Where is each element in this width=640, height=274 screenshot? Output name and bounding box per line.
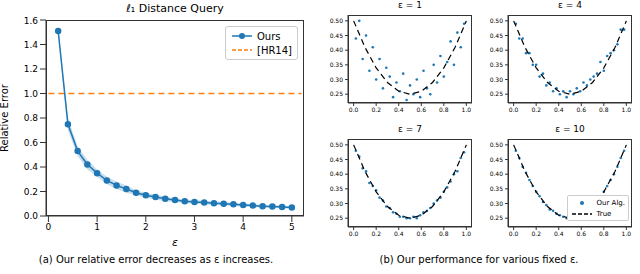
svg-text:0.45: 0.45 xyxy=(490,32,504,39)
svg-text:0.8: 0.8 xyxy=(439,230,449,237)
svg-text:0.35: 0.35 xyxy=(490,185,504,192)
svg-text:0.40: 0.40 xyxy=(330,170,344,177)
svg-text:0.0: 0.0 xyxy=(24,211,39,221)
svg-text:0.35: 0.35 xyxy=(330,185,344,192)
svg-text:2: 2 xyxy=(143,222,149,232)
svg-text:1.0: 1.0 xyxy=(462,230,472,237)
svg-text:0.4: 0.4 xyxy=(394,230,404,237)
html-text:(b) Our performance for variou: (b) Our performance for various fixed ε. xyxy=(379,254,579,265)
svg-text:3: 3 xyxy=(192,222,198,232)
svg-text:0.25: 0.25 xyxy=(490,90,504,97)
svg-text:0.25: 0.25 xyxy=(330,90,344,97)
svg-text:0.30: 0.30 xyxy=(490,76,504,83)
svg-text:Relative Error: Relative Error xyxy=(8,83,10,152)
svg-text:0.0: 0.0 xyxy=(509,106,519,113)
svg-text:0.40: 0.40 xyxy=(330,46,344,53)
html-text:ℓ₁ Distance Query: ℓ₁ Distance Query xyxy=(126,2,224,15)
svg-text:0.35: 0.35 xyxy=(490,61,504,68)
svg-text:0.6: 0.6 xyxy=(24,138,39,148)
svg-text:0.8: 0.8 xyxy=(599,106,609,113)
svg-text:1.0: 1.0 xyxy=(462,106,472,113)
html-text:Ours: Ours xyxy=(257,30,281,42)
svg-text:0.50: 0.50 xyxy=(330,141,344,148)
svg-text:0.4: 0.4 xyxy=(24,162,39,172)
svg-text:0.6: 0.6 xyxy=(576,106,586,113)
svg-text:0.30: 0.30 xyxy=(330,76,344,83)
svg-text:0.4: 0.4 xyxy=(554,230,564,237)
svg-text:0.2: 0.2 xyxy=(531,230,541,237)
svg-text:0.45: 0.45 xyxy=(490,156,504,163)
svg-text:0.8: 0.8 xyxy=(24,113,39,123)
svg-text:0.4: 0.4 xyxy=(394,106,404,113)
svg-text:1: 1 xyxy=(94,222,100,232)
svg-text:1.4: 1.4 xyxy=(24,40,39,50)
svg-text:0.2: 0.2 xyxy=(531,106,541,113)
svg-text:0.25: 0.25 xyxy=(490,214,504,221)
svg-text:0.6: 0.6 xyxy=(416,106,426,113)
svg-text:0.0: 0.0 xyxy=(349,106,359,113)
svg-text:0: 0 xyxy=(46,222,52,232)
svg-text:1.0: 1.0 xyxy=(622,106,632,113)
svg-text:0.30: 0.30 xyxy=(330,200,344,207)
svg-text:1.0: 1.0 xyxy=(24,89,39,99)
svg-text:0.2: 0.2 xyxy=(24,187,38,197)
html-text:[HR14]: [HR14] xyxy=(257,44,292,56)
svg-text:0.25: 0.25 xyxy=(330,214,344,221)
svg-text:0.50: 0.50 xyxy=(490,141,504,148)
svg-text:0.0: 0.0 xyxy=(509,230,519,237)
svg-text:0.4: 0.4 xyxy=(554,106,564,113)
svg-text:0.40: 0.40 xyxy=(490,46,504,53)
svg-text:0.8: 0.8 xyxy=(599,230,609,237)
svg-text:0.6: 0.6 xyxy=(576,230,586,237)
svg-text:0.50: 0.50 xyxy=(490,17,504,24)
html-text:Our Alg.: Our Alg. xyxy=(596,198,625,207)
html-text:ε = 1: ε = 1 xyxy=(398,0,422,10)
html-text:(a) Our relative error decreas: (a) Our relative error decreases as ε in… xyxy=(38,254,274,265)
svg-text:0.8: 0.8 xyxy=(439,106,449,113)
html-text:True: True xyxy=(596,209,612,218)
svg-text:1.2: 1.2 xyxy=(24,64,38,74)
svg-text:1.0: 1.0 xyxy=(622,230,632,237)
svg-text:4: 4 xyxy=(240,222,246,232)
html-text:ε = 4: ε = 4 xyxy=(558,0,582,10)
svg-text:0.6: 0.6 xyxy=(416,230,426,237)
svg-text:0.35: 0.35 xyxy=(330,61,344,68)
html-text:ε = 10: ε = 10 xyxy=(555,124,585,134)
svg-text:0.0: 0.0 xyxy=(349,230,359,237)
svg-text:0.2: 0.2 xyxy=(371,230,381,237)
svg-text:5: 5 xyxy=(289,222,295,232)
svg-text:0.45: 0.45 xyxy=(330,156,344,163)
svg-text:0.2: 0.2 xyxy=(371,106,381,113)
svg-text:0.30: 0.30 xyxy=(490,200,504,207)
svg-text:0.50: 0.50 xyxy=(330,17,344,24)
html-text:ε = 7: ε = 7 xyxy=(398,124,422,134)
svg-text:0.45: 0.45 xyxy=(330,32,344,39)
svg-text:0.40: 0.40 xyxy=(490,170,504,177)
svg-text:1.6: 1.6 xyxy=(24,16,39,26)
svg-text:ε: ε xyxy=(172,236,178,248)
